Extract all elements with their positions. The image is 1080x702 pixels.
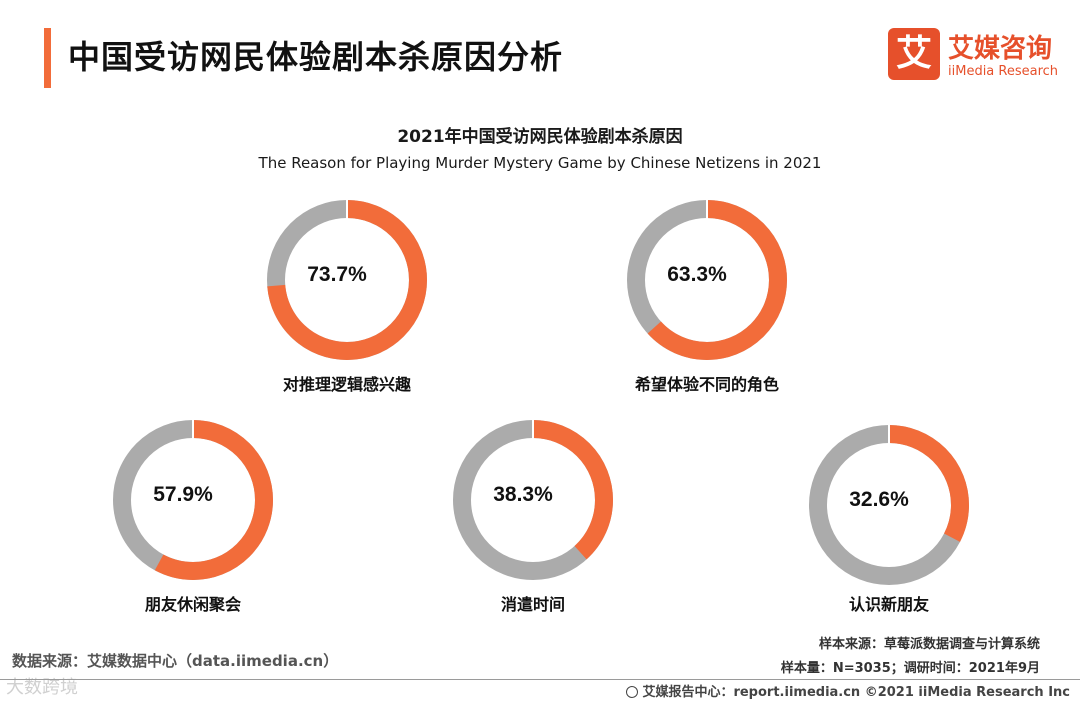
donut-category-label: 消遣时间 xyxy=(501,595,565,614)
donut-3: 57.9% 朋友休闲聚会 xyxy=(113,419,273,614)
logo-mark-icon: 艾 xyxy=(888,28,940,80)
chart-subtitle: The Reason for Playing Murder Mystery Ga… xyxy=(258,154,822,172)
iimedia-logo: 艾 艾媒咨询 iiMedia Research xyxy=(888,28,1063,84)
logo-name-cn: 艾媒咨询 xyxy=(948,34,1053,64)
report-center: 艾媒报告中心：report.iimedia.cn ©2021 iiMedia R… xyxy=(626,681,1070,700)
globe-icon xyxy=(626,686,639,698)
page-title: 中国受访网民体验剧本杀原因分析 xyxy=(68,38,564,76)
donut-value-label: 63.3% xyxy=(667,263,727,286)
title-accent-bar xyxy=(44,28,51,88)
data-source: 数据来源：艾媒数据中心（data.iimedia.cn） xyxy=(12,652,339,670)
donut-5: 32.6% 认识新朋友 xyxy=(809,424,969,614)
donut-4: 38.3% 消遣时间 xyxy=(453,419,613,614)
sample-source: 样本来源：草莓派数据调查与计算系统 xyxy=(818,637,1040,652)
donut-1: 73.7% 对推理逻辑感兴趣 xyxy=(267,199,427,394)
donut-category-label: 认识新朋友 xyxy=(849,595,930,614)
donut-category-label: 对推理逻辑感兴趣 xyxy=(283,375,412,394)
logo-name-en: iiMedia Research xyxy=(948,64,1059,79)
report-center-text: 艾媒报告中心：report.iimedia.cn ©2021 iiMedia R… xyxy=(642,685,1070,700)
donut-value-label: 32.6% xyxy=(849,488,909,511)
donut-value-label: 57.9% xyxy=(153,483,213,506)
footer-divider xyxy=(0,679,1080,680)
donut-2: 63.3% 希望体验不同的角色 xyxy=(627,199,787,394)
sample-size: 样本量：N=3035；调研时间：2021年9月 xyxy=(780,661,1040,676)
donut-value-label: 73.7% xyxy=(307,263,367,286)
donut-category-label: 希望体验不同的角色 xyxy=(635,375,779,394)
donut-value-label: 38.3% xyxy=(493,483,553,506)
watermark: 大数跨境 xyxy=(6,677,78,698)
chart-title: 2021年中国受访网民体验剧本杀原因 xyxy=(397,127,683,147)
donut-category-label: 朋友休闲聚会 xyxy=(145,595,241,614)
